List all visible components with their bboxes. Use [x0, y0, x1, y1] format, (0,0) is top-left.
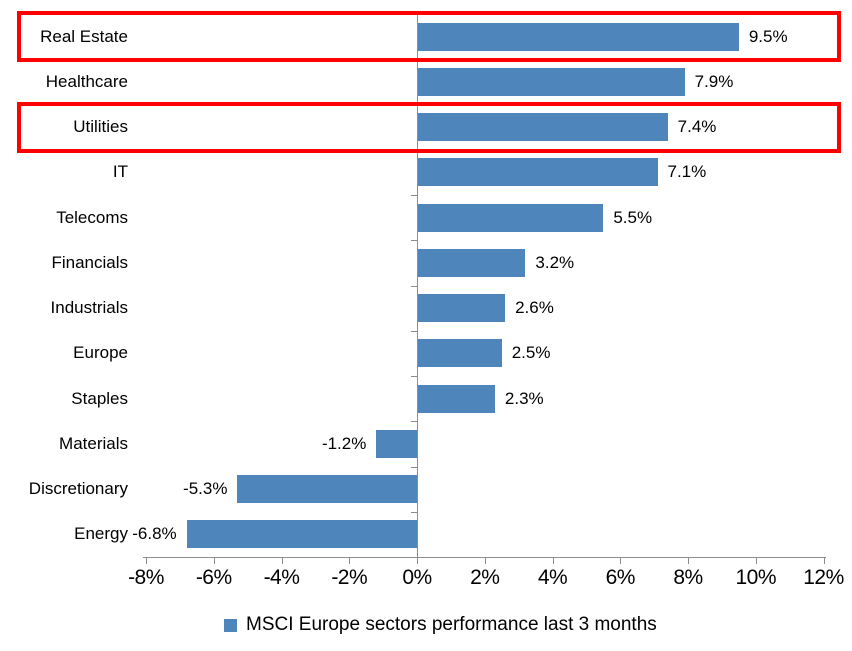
category-tick: [411, 14, 417, 15]
x-tick-label-4-: 4%: [537, 566, 568, 589]
data-label-europe: 2.5%: [511, 343, 551, 363]
legend-label: MSCI Europe sectors performance last 3 m…: [246, 614, 657, 635]
bar-materials: [376, 429, 417, 458]
category-tick: [411, 511, 417, 513]
bar-industrials: [417, 294, 506, 323]
legend-marker-icon: [224, 618, 237, 632]
bar-discretionary: [237, 475, 417, 504]
x-tick-label-10-: 10%: [735, 566, 777, 589]
category-tick: [411, 421, 417, 423]
data-label-materials: -1.2%: [321, 433, 367, 453]
x-axis-tick: [620, 557, 622, 564]
data-label-it: 7.1%: [667, 162, 707, 182]
x-axis-tick: [417, 557, 418, 564]
category-label-discretionary: Discretionary: [28, 478, 128, 498]
x-axis-line: [143, 557, 826, 558]
x-axis-tick: [552, 557, 554, 564]
category-label-europe: Europe: [73, 343, 128, 363]
x-axis-tick: [349, 557, 351, 564]
data-label-real-estate: 9.5%: [748, 26, 788, 46]
category-label-utilities: Utilities: [73, 116, 128, 136]
category-tick: [411, 376, 417, 377]
bar-telecoms: [417, 203, 604, 232]
category-label-healthcare: Healthcare: [45, 71, 128, 91]
y-axis-line: [417, 14, 418, 557]
category-label-industrials: Industrials: [50, 297, 128, 317]
data-label-financials: 3.2%: [535, 252, 575, 272]
x-tick-label--6-: -6%: [195, 566, 232, 589]
x-tick-label-2-: 2%: [470, 566, 500, 589]
x-tick-label-8-: 8%: [673, 566, 703, 589]
category-tick: [411, 285, 417, 287]
x-axis-tick: [484, 557, 486, 564]
x-tick-label-6-: 6%: [605, 566, 636, 589]
x-axis-tick: [146, 557, 147, 564]
bar-healthcare: [417, 67, 685, 96]
bar-financials: [417, 248, 526, 277]
x-axis-tick: [281, 557, 283, 564]
data-label-staples: 2.3%: [504, 388, 544, 408]
category-tick: [411, 104, 417, 106]
x-axis-tick: [213, 557, 215, 564]
category-label-telecoms: Telecoms: [56, 207, 128, 227]
bar-utilities: [417, 113, 668, 142]
x-axis-tick: [823, 557, 825, 564]
category-label-real-estate: Real Estate: [40, 26, 128, 46]
x-tick-label--4-: -4%: [263, 566, 300, 589]
bar-energy: [186, 520, 417, 549]
data-label-telecoms: 5.5%: [613, 207, 653, 227]
bar-it: [417, 158, 658, 187]
x-axis-tick: [755, 557, 757, 564]
bar-real-estate: [417, 22, 739, 51]
bar-europe: [417, 339, 502, 368]
category-tick: [411, 466, 417, 468]
category-tick: [411, 330, 417, 332]
bar-staples: [417, 384, 495, 413]
data-label-utilities: 7.4%: [677, 116, 717, 136]
data-label-industrials: 2.6%: [515, 297, 554, 317]
category-tick: [411, 195, 417, 196]
category-tick: [411, 59, 417, 61]
x-tick-label-12-: 12%: [803, 566, 844, 589]
data-label-energy: -6.8%: [132, 524, 177, 544]
category-label-financials: Financials: [51, 252, 128, 272]
category-label-materials: Materials: [59, 433, 128, 453]
category-tick: [411, 240, 417, 242]
x-tick-label--8-: -8%: [128, 566, 164, 589]
category-label-energy: Energy: [74, 524, 128, 544]
data-label-healthcare: 7.9%: [694, 71, 734, 91]
x-tick-label--2-: -2%: [331, 566, 368, 589]
category-tick: [411, 149, 417, 151]
data-label-discretionary: -5.3%: [183, 478, 228, 498]
x-tick-label-0-: 0%: [402, 566, 432, 589]
category-label-it: IT: [112, 162, 128, 182]
legend: MSCI Europe sectors performance last 3 m…: [224, 612, 657, 638]
category-label-staples: Staples: [71, 388, 128, 408]
x-axis-tick: [688, 557, 689, 564]
